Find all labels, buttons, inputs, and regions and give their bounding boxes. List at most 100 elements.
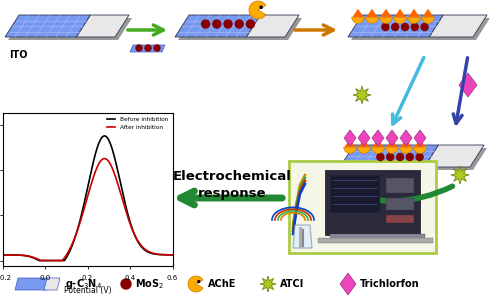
Circle shape xyxy=(416,154,423,161)
Circle shape xyxy=(121,279,131,289)
After inhibition xyxy=(114,178,119,182)
Polygon shape xyxy=(178,18,302,40)
Circle shape xyxy=(392,24,398,31)
Wedge shape xyxy=(422,17,434,23)
Bar xyxy=(325,170,420,235)
Polygon shape xyxy=(372,139,384,147)
Polygon shape xyxy=(459,73,477,97)
FancyBboxPatch shape xyxy=(289,161,436,253)
Before inhibition xyxy=(100,135,106,138)
Polygon shape xyxy=(366,9,378,17)
Polygon shape xyxy=(353,86,371,104)
Polygon shape xyxy=(340,145,438,167)
Text: g-C$_3$N$_4$: g-C$_3$N$_4$ xyxy=(65,277,102,291)
Polygon shape xyxy=(400,130,412,146)
Before inhibition xyxy=(44,259,50,262)
Wedge shape xyxy=(380,17,392,23)
Before inhibition xyxy=(102,134,107,138)
Before inhibition xyxy=(114,164,119,167)
Polygon shape xyxy=(44,278,60,290)
Text: MoS$_2$: MoS$_2$ xyxy=(135,277,164,291)
Wedge shape xyxy=(408,17,420,23)
Polygon shape xyxy=(344,130,356,146)
Wedge shape xyxy=(249,1,266,19)
After inhibition xyxy=(170,253,175,257)
Polygon shape xyxy=(386,139,398,147)
Bar xyxy=(318,238,433,243)
Polygon shape xyxy=(293,225,312,248)
Wedge shape xyxy=(344,147,356,153)
Polygon shape xyxy=(5,15,90,37)
After inhibition xyxy=(100,157,106,161)
Circle shape xyxy=(235,20,243,28)
Wedge shape xyxy=(394,17,406,23)
Text: ITO: ITO xyxy=(9,50,27,60)
Circle shape xyxy=(406,154,414,161)
Circle shape xyxy=(202,20,209,28)
Polygon shape xyxy=(451,166,469,184)
After inhibition xyxy=(38,259,44,262)
Polygon shape xyxy=(422,9,434,17)
Polygon shape xyxy=(340,273,356,295)
Polygon shape xyxy=(400,139,411,147)
Circle shape xyxy=(421,24,428,31)
Wedge shape xyxy=(414,147,426,153)
Line: After inhibition: After inhibition xyxy=(2,159,172,260)
Circle shape xyxy=(198,281,200,282)
Polygon shape xyxy=(414,130,426,146)
Polygon shape xyxy=(348,15,444,37)
Wedge shape xyxy=(400,147,412,153)
Polygon shape xyxy=(380,9,392,17)
Circle shape xyxy=(224,20,232,28)
Text: Trichlorfon: Trichlorfon xyxy=(360,279,420,289)
Polygon shape xyxy=(130,45,165,52)
Circle shape xyxy=(382,24,389,31)
Polygon shape xyxy=(352,9,364,17)
Line: Before inhibition: Before inhibition xyxy=(2,136,172,260)
Circle shape xyxy=(402,24,408,31)
Wedge shape xyxy=(188,276,203,292)
Wedge shape xyxy=(372,147,384,153)
After inhibition xyxy=(76,222,82,226)
Before inhibition xyxy=(170,253,175,257)
Polygon shape xyxy=(414,139,426,147)
Circle shape xyxy=(246,20,254,28)
Polygon shape xyxy=(386,130,398,146)
Text: AChE: AChE xyxy=(208,279,236,289)
After inhibition xyxy=(102,157,107,160)
Wedge shape xyxy=(386,147,398,153)
Text: Electrochemical
response: Electrochemical response xyxy=(172,170,292,200)
Polygon shape xyxy=(175,15,260,37)
Wedge shape xyxy=(358,147,370,153)
Polygon shape xyxy=(429,15,487,37)
Polygon shape xyxy=(372,130,384,146)
Before inhibition xyxy=(76,220,82,224)
Circle shape xyxy=(396,154,404,161)
X-axis label: Potential (V): Potential (V) xyxy=(64,286,112,295)
Polygon shape xyxy=(344,139,356,147)
Polygon shape xyxy=(15,278,50,290)
Circle shape xyxy=(386,154,394,161)
After inhibition xyxy=(44,259,50,262)
Polygon shape xyxy=(424,145,484,167)
Bar xyxy=(386,178,414,193)
Polygon shape xyxy=(358,130,370,146)
Wedge shape xyxy=(352,17,364,23)
Polygon shape xyxy=(358,139,370,147)
Before inhibition xyxy=(0,253,6,257)
Circle shape xyxy=(412,24,418,31)
Before inhibition xyxy=(128,223,134,227)
Polygon shape xyxy=(408,9,420,17)
Polygon shape xyxy=(76,15,129,37)
Legend: Before inhibition, After inhibition: Before inhibition, After inhibition xyxy=(106,116,170,132)
After inhibition xyxy=(0,253,6,257)
Circle shape xyxy=(136,45,142,51)
Polygon shape xyxy=(343,148,487,170)
Circle shape xyxy=(377,154,384,161)
Polygon shape xyxy=(260,276,276,292)
After inhibition xyxy=(30,255,36,259)
Polygon shape xyxy=(351,18,490,40)
Bar xyxy=(386,198,414,210)
Polygon shape xyxy=(8,18,132,40)
Wedge shape xyxy=(366,17,378,23)
